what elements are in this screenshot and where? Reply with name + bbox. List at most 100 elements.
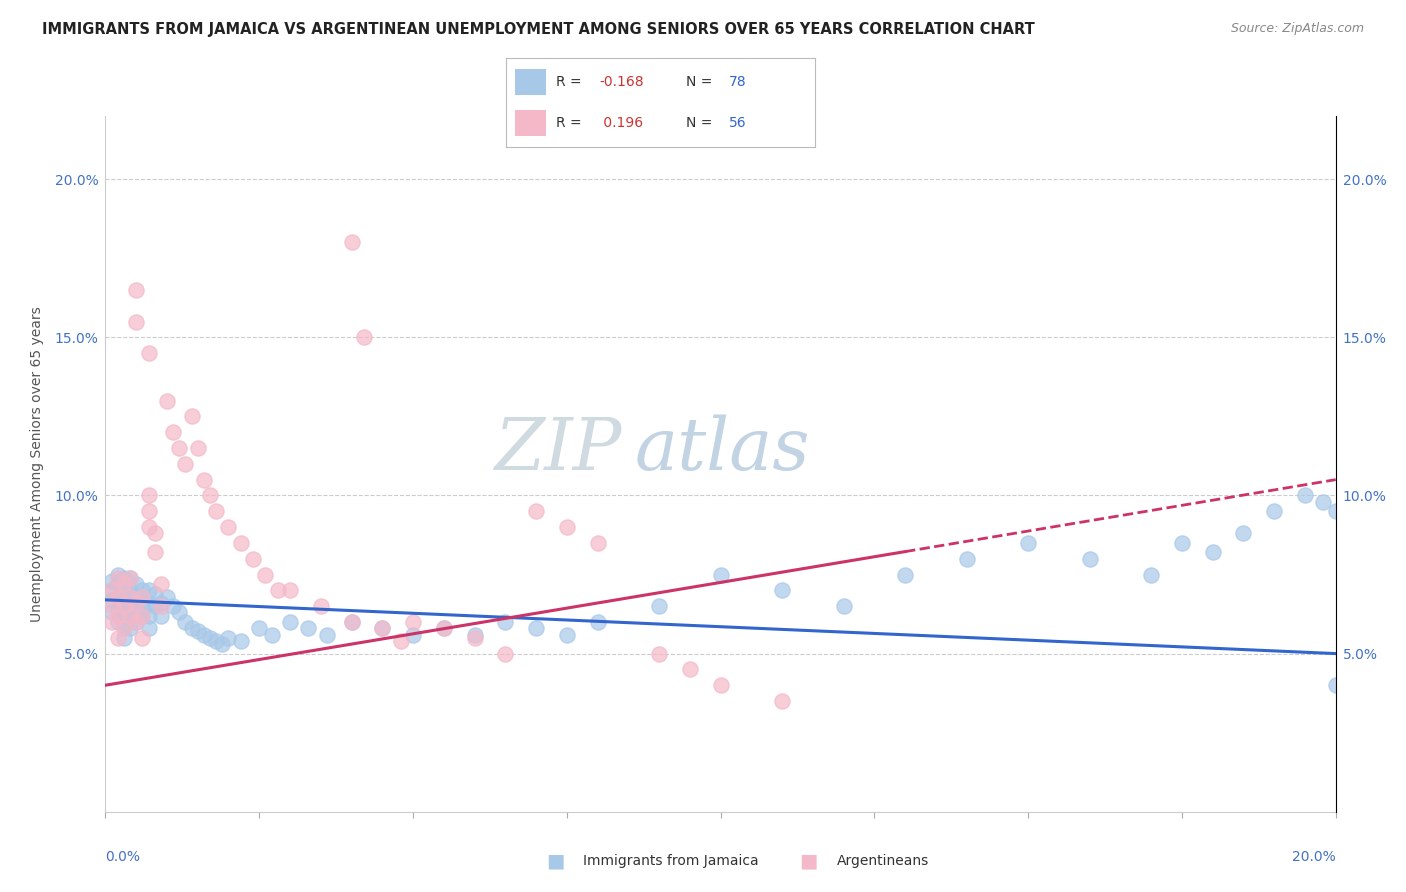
Point <box>586 536 609 550</box>
Point <box>138 346 160 360</box>
Point <box>100 583 122 598</box>
Point <box>402 627 425 641</box>
Point <box>267 583 290 598</box>
Point <box>260 627 283 641</box>
Point <box>120 571 141 585</box>
Point <box>1171 536 1194 550</box>
Point <box>112 618 135 632</box>
Point <box>107 608 129 623</box>
Text: atlas: atlas <box>634 415 810 485</box>
Text: 56: 56 <box>728 116 747 130</box>
Point <box>125 615 148 629</box>
Point <box>433 621 456 635</box>
Point <box>120 608 141 623</box>
Point <box>254 567 277 582</box>
Text: ZIP: ZIP <box>495 415 621 485</box>
Point <box>524 504 547 518</box>
Point <box>315 627 337 641</box>
Point <box>1324 504 1347 518</box>
Point <box>138 596 160 610</box>
Point <box>107 590 129 604</box>
Point <box>555 627 578 641</box>
Point <box>1140 567 1163 582</box>
Point <box>710 567 733 582</box>
Point <box>174 615 197 629</box>
Point <box>107 631 129 645</box>
Point <box>100 615 122 629</box>
Point <box>247 621 270 635</box>
Point <box>125 577 148 591</box>
Point <box>100 583 122 598</box>
Point <box>112 592 135 607</box>
Point <box>162 425 184 440</box>
Point <box>1294 488 1316 502</box>
Point <box>107 590 129 604</box>
Point <box>494 647 516 661</box>
Text: N =: N = <box>686 75 711 89</box>
Text: Argentineans: Argentineans <box>837 854 929 868</box>
Text: 0.0%: 0.0% <box>105 850 141 864</box>
Point <box>138 488 160 502</box>
Point <box>464 631 486 645</box>
Text: Source: ZipAtlas.com: Source: ZipAtlas.com <box>1230 22 1364 36</box>
Point <box>278 615 301 629</box>
Point <box>120 608 141 623</box>
Point <box>229 536 252 550</box>
Point <box>120 621 141 635</box>
Point <box>180 621 202 635</box>
Point <box>710 678 733 692</box>
Point <box>156 393 179 408</box>
Text: 0.196: 0.196 <box>599 116 643 130</box>
Point <box>143 586 166 600</box>
Point <box>112 631 135 645</box>
Text: ■: ■ <box>546 851 565 871</box>
Point <box>371 621 394 635</box>
Text: R =: R = <box>555 75 581 89</box>
Point <box>297 621 319 635</box>
Point <box>770 583 793 598</box>
Point <box>162 599 184 614</box>
Point <box>112 621 135 635</box>
Point <box>131 608 153 623</box>
Point <box>138 504 160 518</box>
Point <box>125 314 148 328</box>
Point <box>198 631 221 645</box>
Point <box>770 694 793 708</box>
Text: Immigrants from Jamaica: Immigrants from Jamaica <box>583 854 759 868</box>
Point <box>309 599 332 614</box>
Point <box>107 615 129 629</box>
Point <box>187 441 209 455</box>
Point <box>648 599 671 614</box>
Point <box>894 567 917 582</box>
Point <box>524 621 547 635</box>
Text: N =: N = <box>686 116 711 130</box>
Point <box>143 526 166 541</box>
Point <box>1312 495 1334 509</box>
Point <box>464 627 486 641</box>
Bar <box>516 110 547 136</box>
Point <box>193 473 215 487</box>
Point <box>125 615 148 629</box>
Point <box>149 608 172 623</box>
Point <box>353 330 375 344</box>
Point <box>402 615 425 629</box>
Point <box>174 457 197 471</box>
Point <box>143 599 166 614</box>
Point <box>120 596 141 610</box>
Point <box>120 571 141 585</box>
Point <box>120 590 141 604</box>
Point <box>112 606 135 620</box>
Y-axis label: Unemployment Among Seniors over 65 years: Unemployment Among Seniors over 65 years <box>30 306 44 622</box>
Point <box>679 662 702 676</box>
Point <box>555 520 578 534</box>
Point <box>138 583 160 598</box>
Text: IMMIGRANTS FROM JAMAICA VS ARGENTINEAN UNEMPLOYMENT AMONG SENIORS OVER 65 YEARS : IMMIGRANTS FROM JAMAICA VS ARGENTINEAN U… <box>42 22 1035 37</box>
Point <box>1078 551 1101 566</box>
Point <box>100 606 122 620</box>
Point <box>138 608 160 623</box>
Point <box>956 551 979 566</box>
Point <box>193 627 215 641</box>
Point <box>648 647 671 661</box>
Point <box>180 409 202 424</box>
Point <box>107 577 129 591</box>
